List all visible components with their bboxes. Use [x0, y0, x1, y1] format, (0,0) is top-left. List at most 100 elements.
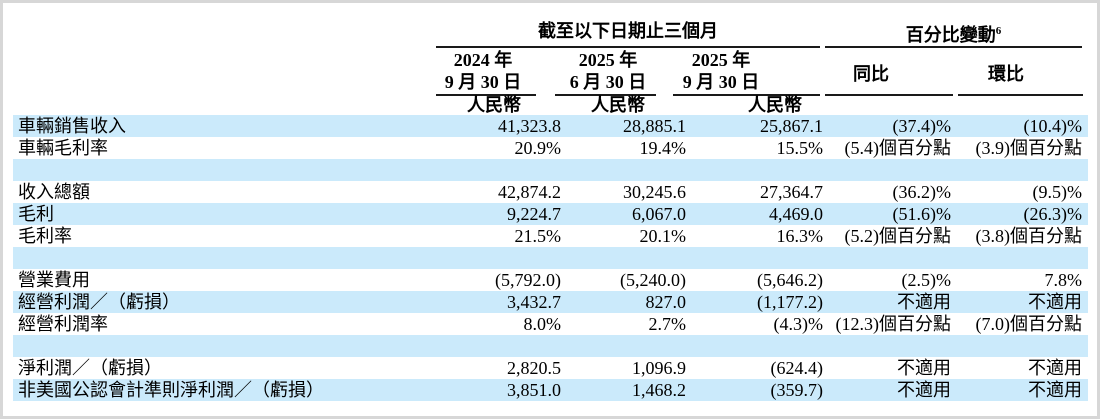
column-header-year: 2024 年: [453, 50, 513, 70]
cell-col1: 3,432.7: [507, 292, 561, 312]
cell-col5: (3.8)個百分點: [975, 226, 1083, 246]
currency-label: 人民幣: [591, 95, 645, 115]
cell-col2: 30,245.6: [623, 182, 686, 202]
footnote-reference: 6: [995, 25, 1002, 37]
cell-col3: 4,469.0: [769, 204, 823, 224]
change-group-label: 百分比變動: [905, 25, 996, 45]
cell-col1: 3,851.0: [507, 380, 561, 400]
table-body: 車輛銷售收入 41,323.8 28,885.1 25,867.1 (37.4)% (10…: [13, 115, 1088, 401]
column-header-2025-09-30: 2025 年 9 月 30 日: [631, 49, 811, 93]
cell-col3: 25,867.1: [760, 116, 823, 136]
cell-col4: (51.6)%: [892, 204, 951, 224]
cell-col2: 827.0: [645, 292, 687, 312]
column-header-year: 2025 年: [691, 50, 751, 70]
row-label: 車輛銷售收入: [18, 116, 126, 136]
cell-col2: 28,885.1: [623, 116, 686, 136]
cell-col3: (359.7): [770, 380, 824, 400]
cell-col4: 不適用: [897, 358, 951, 378]
period-group-rule: [436, 46, 820, 48]
cell-col4: 不適用: [897, 292, 951, 312]
row-label: 非美國公認會計準則淨利潤／（虧損）: [18, 380, 324, 400]
table-row: 車輛銷售收入 41,323.8 28,885.1 25,867.1 (37.4)% (10…: [13, 115, 1088, 137]
cell-col3: (1,177.2): [757, 292, 823, 312]
cell-col3: 27,364.7: [760, 182, 823, 202]
column-rule-1: [436, 94, 536, 96]
table-row: 營業費用 (5,792.0) (5,240.0) (5,646.2) (2.5)% 7.8…: [13, 269, 1088, 291]
cell-col5: (3.9)個百分點: [975, 138, 1083, 158]
table-row: 淨利潤／（虧損） 2,820.5 1,096.9 (624.4) 不適用 不適用: [13, 357, 1088, 379]
cell-col5: (7.0)個百分點: [975, 314, 1083, 334]
table-row: 毛利 9,224.7 6,067.0 4,469.0 (51.6)% (26.3)%: [13, 203, 1088, 225]
cell-col1: 41,323.8: [498, 116, 561, 136]
cell-col1: 8.0%: [523, 314, 562, 334]
spacer-row: [13, 335, 1088, 357]
cell-col4: (5.2)個百分點: [844, 226, 952, 246]
cell-col1: (5,792.0): [495, 270, 561, 290]
cell-col4: (36.2)%: [892, 182, 951, 202]
cell-col4: (5.4)個百分點: [844, 138, 952, 158]
spacer-row: [13, 247, 1088, 269]
table-row: 收入總額 42,874.2 30,245.6 27,364.7 (36.2)% (9.5)…: [13, 181, 1088, 203]
cell-col2: 1,468.2: [632, 380, 686, 400]
row-label: 毛利率: [18, 226, 72, 246]
cell-col5: 7.8%: [1044, 270, 1083, 290]
row-label: 經營利潤率: [18, 314, 108, 334]
cell-col4: (37.4)%: [892, 116, 951, 136]
cell-col1: 20.9%: [514, 138, 562, 158]
column-header-qoq: 環比: [988, 64, 1024, 84]
table-row: 經營利潤率 8.0% 2.7% (4.3)% (12.3)個百分點 (7.0)個百分點: [13, 313, 1088, 335]
cell-col3: (5,646.2): [757, 270, 823, 290]
row-label: 營業費用: [18, 270, 90, 290]
cell-col5: 不適用: [1028, 380, 1082, 400]
spacer-row: [13, 159, 1088, 181]
cell-col4: (12.3)個百分點: [835, 314, 952, 334]
cell-col2: 2.7%: [648, 314, 687, 334]
cell-col5: (9.5)%: [1032, 182, 1082, 202]
cell-col2: (5,240.0): [620, 270, 686, 290]
column-rule-2: [555, 94, 656, 96]
row-label: 收入總額: [18, 182, 90, 202]
change-group-rule: [825, 46, 1082, 48]
column-rule-3: [673, 94, 820, 96]
column-rule-qoq: [958, 94, 1083, 96]
cell-col4: (2.5)%: [901, 270, 951, 290]
cell-col3: 16.3%: [776, 226, 824, 246]
cell-col1: 9,224.7: [507, 204, 561, 224]
cell-col2: 6,067.0: [632, 204, 686, 224]
column-rule-yoy: [825, 94, 953, 96]
cell-col5: (10.4)%: [1023, 116, 1082, 136]
change-group-header: 百分比變動6: [825, 18, 1082, 48]
cell-col2: 19.4%: [639, 138, 687, 158]
row-label: 經營利潤／（虧損）: [18, 292, 180, 312]
column-header-2024-09-30: 2024 年 9 月 30 日: [393, 49, 573, 93]
table-row: 車輛毛利率 20.9% 19.4% 15.5% (5.4)個百分點 (3.9)個百分點: [13, 137, 1088, 159]
cell-col3: (624.4): [770, 358, 824, 378]
column-header-2025-06-30: 2025 年 6 月 30 日: [518, 49, 698, 93]
table-row: 毛利率 21.5% 20.1% 16.3% (5.2)個百分點 (3.8)個百分點: [13, 225, 1088, 247]
currency-label: 人民幣: [748, 95, 802, 115]
period-group-header: 截至以下日期止三個月: [538, 21, 718, 41]
column-header-yoy: 同比: [853, 64, 889, 84]
row-label: 毛利: [18, 204, 54, 224]
table-row: 經營利潤／（虧損） 3,432.7 827.0 (1,177.2) 不適用 不適用: [13, 291, 1088, 313]
cell-col1: 42,874.2: [498, 182, 561, 202]
column-header-date: 6 月 30 日: [569, 72, 647, 92]
table-row: 非美國公認會計準則淨利潤／（虧損） 3,851.0 1,468.2 (359.7) 不適…: [13, 379, 1088, 401]
column-header-year: 2025 年: [578, 50, 638, 70]
column-header-date: 9 月 30 日: [444, 72, 522, 92]
column-header-date: 9 月 30 日: [682, 72, 760, 92]
currency-label: 人民幣: [467, 95, 521, 115]
cell-col2: 1,096.9: [632, 358, 686, 378]
cell-col1: 21.5%: [514, 226, 562, 246]
cell-col5: 不適用: [1028, 358, 1082, 378]
cell-col5: (26.3)%: [1023, 204, 1082, 224]
cell-col3: (4.3)%: [773, 314, 823, 334]
cell-col1: 2,820.5: [507, 358, 561, 378]
cell-col4: 不適用: [897, 380, 951, 400]
row-label: 淨利潤／（虧損）: [18, 358, 162, 378]
cell-col5: 不適用: [1028, 292, 1082, 312]
row-label: 車輛毛利率: [18, 138, 108, 158]
cell-col3: 15.5%: [776, 138, 824, 158]
cell-col2: 20.1%: [639, 226, 687, 246]
